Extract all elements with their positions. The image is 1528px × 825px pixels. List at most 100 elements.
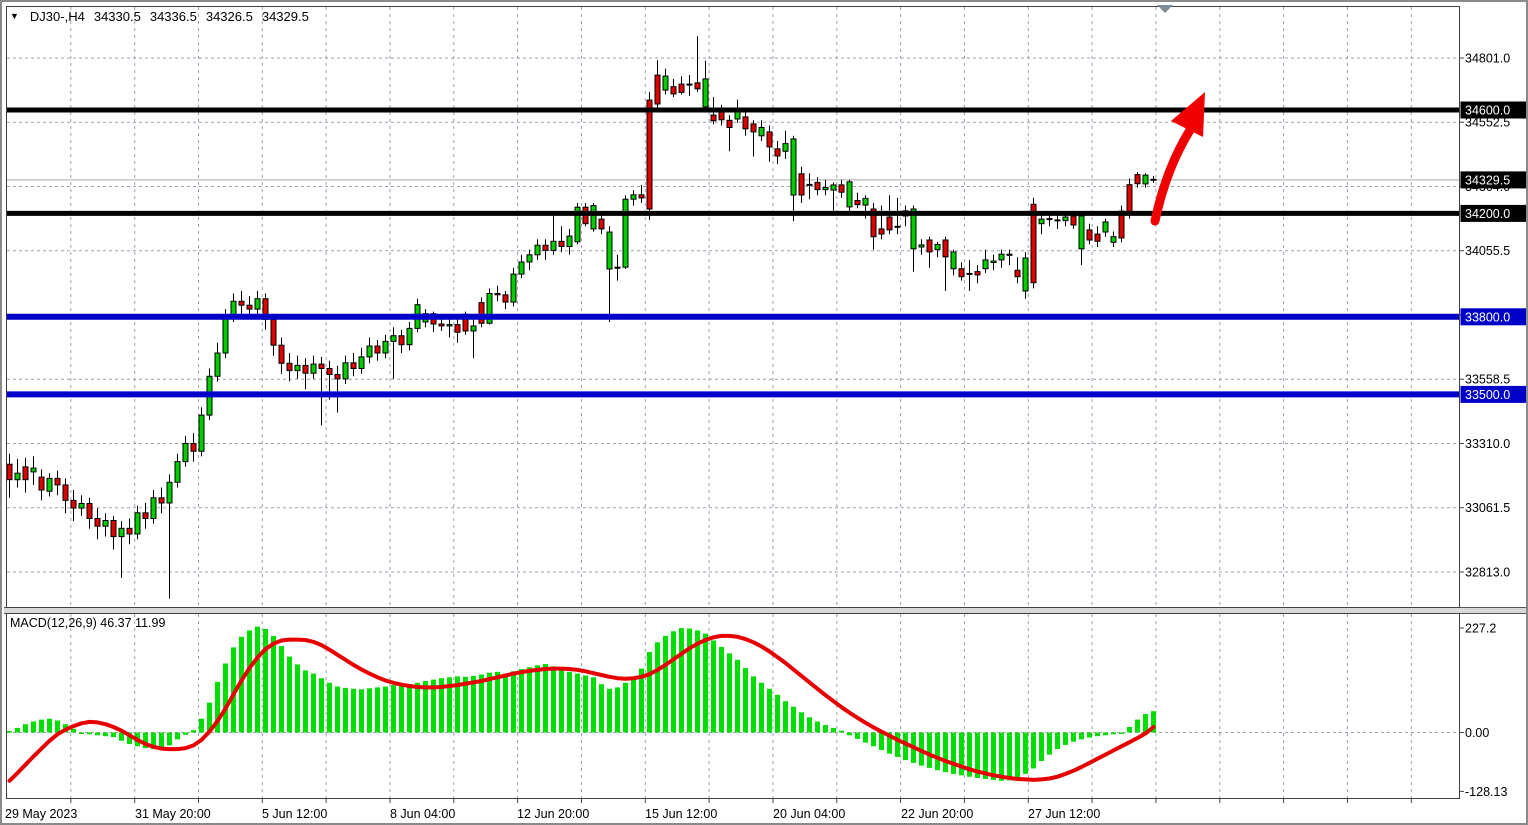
macd-histogram-bar — [439, 678, 444, 733]
macd-histogram-bar — [935, 732, 940, 771]
candle — [830, 182, 837, 211]
candle — [94, 508, 101, 540]
candle-body — [502, 294, 509, 303]
macd-histogram-bar — [1103, 732, 1108, 736]
candle-body — [478, 302, 485, 324]
trend-arrow-shaft[interactable] — [1150, 125, 1195, 226]
candle-body — [862, 197, 869, 206]
candle-body — [686, 83, 693, 86]
price-badge-bg — [1460, 385, 1526, 403]
candle-body — [982, 259, 989, 270]
time-axis-label: 20 Jun 04:00 — [773, 807, 845, 821]
macd-histogram-bar — [791, 706, 796, 733]
candle-body — [254, 298, 261, 310]
candle — [790, 135, 797, 222]
price-axis-label: 33558.5 — [1465, 373, 1510, 387]
candle-body — [294, 364, 301, 372]
candle-body — [766, 131, 773, 148]
symbol-dropdown-icon[interactable]: ▼ — [10, 11, 19, 21]
candle-body — [286, 362, 293, 372]
macd-histogram-bar — [903, 732, 908, 761]
macd-histogram-bar — [735, 659, 740, 733]
candle — [518, 254, 525, 278]
macd-histogram-bar — [311, 673, 316, 733]
candle — [742, 110, 749, 136]
macd-histogram-bar — [535, 665, 540, 733]
candle-body — [614, 266, 621, 269]
macd-scale-label: -128.13 — [1465, 785, 1507, 799]
candle — [654, 60, 661, 110]
candle-body — [126, 527, 133, 535]
candle — [398, 329, 405, 353]
candle-body — [174, 461, 181, 483]
macd-histogram-bar — [431, 679, 436, 733]
macd-histogram-bar — [567, 671, 572, 733]
macd-histogram-bar — [983, 732, 988, 779]
candle — [534, 239, 541, 260]
price-axis-label: 34801.0 — [1465, 52, 1510, 66]
macd-histogram-bar — [799, 712, 804, 733]
candle — [374, 340, 381, 361]
macd-histogram-bar — [1015, 732, 1020, 778]
macd-histogram-bar — [391, 685, 396, 733]
macd-histogram-bar — [79, 732, 84, 734]
macd-histogram-bar — [367, 688, 372, 733]
candle-body — [1070, 215, 1077, 226]
candle-body — [894, 225, 901, 228]
macd-histogram-bar — [863, 732, 868, 743]
chart-shift-marker-icon[interactable] — [1157, 5, 1173, 13]
time-axis-label: 15 Jun 12:00 — [645, 807, 717, 821]
trend-arrow[interactable] — [1150, 92, 1205, 226]
macd-histogram-bar — [423, 681, 428, 733]
candle-body — [1062, 216, 1069, 222]
candle-body — [62, 484, 69, 501]
candle — [758, 120, 765, 141]
candle-body — [774, 148, 781, 157]
macd-histogram-bar — [487, 672, 492, 733]
candle — [638, 184, 645, 203]
candle — [598, 213, 605, 235]
trend-arrow-head[interactable] — [1171, 92, 1205, 137]
candle — [918, 239, 925, 255]
macd-histogram-bar — [55, 720, 60, 733]
candle-body — [334, 374, 341, 380]
macd-histogram-bar — [239, 636, 244, 733]
candle — [1102, 218, 1109, 237]
candle — [238, 291, 245, 315]
macd-histogram-bar — [575, 673, 580, 733]
price-badge-text: 34329.5 — [1465, 173, 1510, 187]
candle — [134, 505, 141, 540]
candle — [382, 334, 389, 359]
macd-histogram-bar — [415, 682, 420, 733]
candle — [190, 433, 197, 462]
panel-separator[interactable] — [4, 607, 1528, 614]
macd-histogram-bar — [599, 684, 604, 733]
macd-histogram-bar — [1023, 732, 1028, 774]
macd-histogram-bar — [319, 678, 324, 733]
candle-body — [1086, 229, 1093, 241]
macd-histogram-bar — [471, 675, 476, 733]
macd-histogram-bar — [263, 629, 268, 733]
candle-body — [1078, 215, 1085, 250]
candle — [494, 285, 501, 302]
price-badge-text: 33800.0 — [1465, 310, 1510, 324]
candle-body — [358, 356, 365, 369]
price-axis-label: 33310.0 — [1465, 437, 1510, 451]
macd-histogram-bar — [943, 732, 948, 773]
candle — [990, 254, 997, 271]
candle-body — [6, 463, 13, 481]
chart-legend: ▼ DJ30-,H4 34330.5 34336.5 34326.5 34329… — [10, 9, 309, 24]
candle — [102, 513, 109, 537]
candle — [854, 192, 861, 209]
candle-body — [950, 251, 957, 270]
macd-histogram-bar — [623, 682, 628, 733]
candle-body — [734, 111, 741, 120]
candle-body — [470, 325, 477, 332]
macd-histogram-bar — [1135, 719, 1140, 733]
time-axis-label: 27 Jun 12:00 — [1028, 807, 1100, 821]
macd-histogram-bar — [1047, 732, 1052, 755]
macd-histogram-bar — [823, 725, 828, 733]
candle-body — [750, 123, 757, 133]
candle-body — [678, 83, 685, 93]
